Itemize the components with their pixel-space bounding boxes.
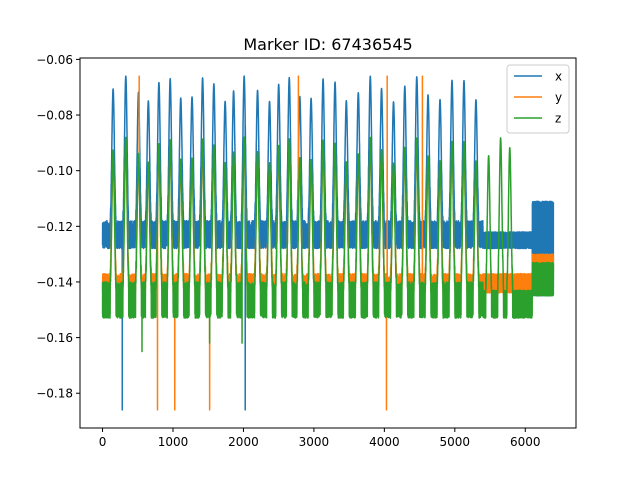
y-tick-label: −0.10 (36, 164, 73, 178)
y-tick-label: −0.08 (36, 109, 73, 123)
x-tick-label: 2000 (228, 435, 259, 449)
series-line-z (101, 136, 555, 353)
x-tick-label: 4000 (369, 435, 400, 449)
x-tick-label: 5000 (440, 435, 471, 449)
y-tick-label: −0.12 (36, 220, 73, 234)
y-tick-label: −0.06 (36, 53, 73, 67)
axes-layer: 0 1000 2000 3000 4000 5000 6000 −0.06 −0.08 −0.10… (36, 53, 577, 449)
legend-label-x: x (555, 70, 562, 84)
legend: xyz (506, 64, 570, 134)
y-tick-label: −0.14 (36, 275, 73, 289)
series-layer (101, 75, 555, 411)
y-tick-label: −0.16 (36, 331, 73, 345)
y-tick-label: −0.18 (36, 387, 73, 401)
x-tick-label: 1000 (158, 435, 189, 449)
series-line-x (101, 75, 555, 411)
chart-title: Marker ID: 67436545 (243, 35, 412, 54)
x-tick-label: 3000 (299, 435, 330, 449)
x-tick-label: 0 (99, 435, 107, 449)
axes-frame (79, 57, 577, 429)
legend-label-z: z (555, 112, 561, 126)
legend-box (506, 64, 570, 134)
x-tick-label: 6000 (510, 435, 541, 449)
legend-label-y: y (555, 91, 562, 105)
